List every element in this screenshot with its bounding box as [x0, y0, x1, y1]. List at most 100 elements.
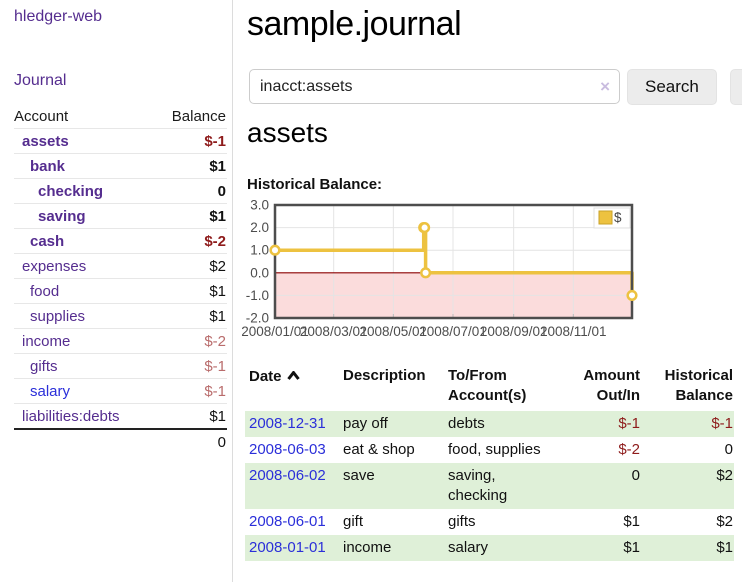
account-link[interactable]: expenses — [22, 258, 87, 275]
account-link[interactable]: supplies — [30, 308, 86, 325]
svg-text:0.0: 0.0 — [250, 265, 269, 280]
balance-column-header: Balance — [171, 108, 226, 125]
date-cell: 2008-12-31 — [245, 411, 343, 437]
svg-text:2008/05/01: 2008/05/01 — [360, 324, 428, 339]
date-link[interactable]: 2008-06-02 — [249, 467, 326, 484]
account-link[interactable]: checking — [38, 183, 104, 200]
accounts-cell: salary — [448, 539, 489, 556]
account-link[interactable]: saving — [38, 208, 86, 225]
account-link[interactable]: assets — [22, 133, 69, 150]
amount-cell: $-2 — [618, 441, 640, 458]
date-cell: 2008-06-03 — [245, 437, 343, 463]
sort-ascending-icon — [286, 366, 300, 386]
account-row: supplies $1 — [14, 303, 227, 328]
page-title: sample.journal — [247, 5, 462, 43]
column-header-date[interactable]: Date — [245, 363, 343, 411]
sidebar: hledger-web Journal Account Balance asse… — [0, 0, 233, 582]
account-link[interactable]: cash — [30, 233, 65, 250]
description-cell: eat & shop — [343, 441, 415, 458]
date-cell: 2008-06-02 — [245, 463, 343, 509]
date-link[interactable]: 2008-12-31 — [249, 415, 326, 432]
svg-text:2008/09/01: 2008/09/01 — [480, 324, 548, 339]
account-row: food $1 — [14, 278, 227, 303]
account-link[interactable]: bank — [30, 158, 66, 175]
account-balance: $1 — [209, 158, 226, 175]
accounts-rows: assets $-1 bank $1 checking 0 saving $1 cash $-2 e… — [14, 128, 227, 428]
transaction-row: 2008-06-01 gift gifts $1 $2 — [245, 509, 734, 535]
account-link[interactable]: salary — [30, 383, 71, 400]
accounts-cell: debts — [448, 415, 485, 432]
transaction-row: 2008-06-02 save saving, checking 0 $2 — [245, 463, 734, 509]
account-balance: $1 — [209, 283, 226, 300]
transaction-row: 2008-01-01 income salary $1 $1 — [245, 535, 734, 561]
accounts-table: Account Balance assets $-1 bank $1 checking 0… — [14, 104, 227, 454]
account-row: expenses $2 — [14, 253, 227, 278]
description-cell: gift — [343, 513, 364, 530]
description-cell: save — [343, 467, 375, 484]
balance-cell: $1 — [716, 539, 733, 556]
date-link[interactable]: 2008-06-01 — [249, 513, 326, 530]
accounts-cell: saving, checking — [448, 467, 508, 504]
svg-text:3.0: 3.0 — [250, 198, 269, 213]
account-row: salary $-1 — [14, 378, 227, 403]
svg-text:-1.0: -1.0 — [246, 288, 269, 303]
account-balance: $-1 — [204, 358, 226, 375]
account-row: liabilities:debts $1 — [14, 403, 227, 428]
balance-cell: $-1 — [711, 415, 733, 432]
transactions-table: Date Description To/From Account(s) Amou… — [245, 363, 734, 561]
svg-text:2008/07/01: 2008/07/01 — [419, 324, 487, 339]
account-row: cash $-2 — [14, 228, 227, 253]
account-balance: $2 — [209, 258, 226, 275]
total-balance: 0 — [217, 434, 226, 451]
account-title: assets — [247, 117, 328, 148]
description-cell: pay off — [343, 415, 388, 432]
account-link[interactable]: liabilities:debts — [22, 408, 120, 425]
app-brand-link[interactable]: hledger-web — [14, 8, 103, 25]
accounts-cell: gifts — [448, 513, 476, 530]
svg-text:$: $ — [614, 210, 622, 225]
search-input-wrap: × — [249, 69, 620, 104]
transactions-rows: 2008-12-31 pay off debts $-1 $-1 2008-06-03 ea… — [245, 411, 734, 561]
account-row: saving $1 — [14, 203, 227, 228]
account-balance: $1 — [209, 308, 226, 325]
main-content: sample.journal × Search ? assets Histori… — [241, 0, 742, 582]
account-balance: $1 — [209, 208, 226, 225]
column-header-description: Description — [343, 367, 426, 384]
column-header-amount: Amount Out/In — [583, 367, 640, 404]
account-row: assets $-1 — [14, 128, 227, 153]
search-button[interactable]: Search — [627, 69, 717, 105]
account-column-header: Account — [14, 108, 69, 125]
clear-search-icon[interactable]: × — [600, 77, 610, 96]
account-balance: $1 — [209, 408, 226, 425]
account-link[interactable]: income — [22, 333, 71, 350]
help-button[interactable]: ? — [729, 69, 742, 105]
balance-cell: $2 — [716, 513, 733, 530]
svg-text:2.0: 2.0 — [250, 220, 269, 235]
account-row: income $-2 — [14, 328, 227, 353]
date-link[interactable]: 2008-06-03 — [249, 441, 326, 458]
accounts-cell: food, supplies — [448, 441, 541, 458]
transactions-table-header: Date Description To/From Account(s) Amou… — [245, 363, 734, 411]
account-balance: $-2 — [204, 333, 226, 350]
account-link[interactable]: gifts — [30, 358, 58, 375]
column-header-accounts: To/From Account(s) — [448, 367, 527, 404]
nav-journal-link[interactable]: Journal — [14, 72, 67, 89]
date-cell: 2008-01-01 — [245, 535, 343, 561]
account-balance: $-1 — [204, 133, 226, 150]
transaction-row: 2008-12-31 pay off debts $-1 $-1 — [245, 411, 734, 437]
historical-balance-chart: $3.0 2.0 1.0 0.0 -1.0 -2.0 2008/01/01 2008/03/0… — [241, 197, 742, 343]
svg-text:-2.0: -2.0 — [246, 311, 269, 326]
chart-section-label: Historical Balance: — [247, 176, 383, 193]
amount-cell: 0 — [631, 467, 640, 484]
balance-cell: $2 — [716, 467, 733, 484]
description-cell: income — [343, 539, 392, 556]
accounts-total-row: 0 — [14, 428, 227, 454]
amount-cell: $-1 — [618, 415, 640, 432]
accounts-table-header: Account Balance — [14, 104, 227, 128]
search-input[interactable] — [249, 69, 620, 104]
account-row: gifts $-1 — [14, 353, 227, 378]
account-link[interactable]: food — [30, 283, 60, 300]
date-cell: 2008-06-01 — [245, 509, 343, 535]
date-link[interactable]: 2008-01-01 — [249, 539, 326, 556]
account-row: bank $1 — [14, 153, 227, 178]
